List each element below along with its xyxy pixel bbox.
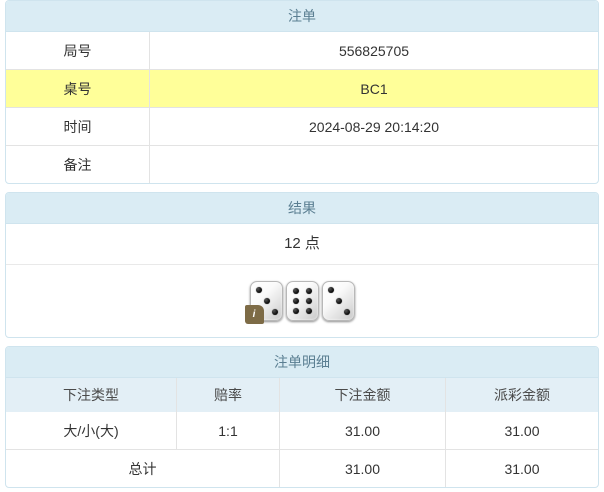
order-row-value — [149, 145, 598, 183]
detail-panel-title: 注单明细 — [6, 347, 598, 378]
detail-panel: 注单明细 下注类型 赔率 下注金额 派彩金额 大/小(大) 1:1 31.00 … — [5, 346, 599, 488]
order-row-label: 局号 — [6, 32, 150, 70]
cell-payout-amount: 31.00 — [445, 412, 598, 450]
order-info-table: 局号 556825705 桌号 BC1 时间 2024-08-29 20:14:… — [6, 32, 598, 183]
die-3 — [321, 281, 355, 321]
column-header-bet-type: 下注类型 — [6, 378, 177, 412]
table-row: 局号 556825705 — [6, 32, 598, 70]
order-panel: 注单 局号 556825705 桌号 BC1 时间 2024-08-29 20:… — [5, 0, 599, 184]
column-header-bet-amount: 下注金额 — [279, 378, 446, 412]
dice-group: i — [6, 265, 598, 337]
cell-odds: 1:1 — [176, 412, 280, 450]
order-row-value: 2024-08-29 20:14:20 — [149, 107, 598, 146]
cell-total-bet-amount: 31.00 — [279, 449, 446, 487]
result-panel-title: 结果 — [6, 193, 598, 224]
table-row: 桌号 BC1 — [6, 69, 598, 108]
cell-bet-amount: 31.00 — [279, 412, 446, 450]
order-row-value: 556825705 — [149, 32, 598, 70]
bet-detail-table: 下注类型 赔率 下注金额 派彩金额 大/小(大) 1:1 31.00 31.00… — [6, 378, 598, 487]
order-row-value: BC1 — [149, 69, 598, 108]
table-row: 时间 2024-08-29 20:14:20 — [6, 107, 598, 146]
table-total-row: 总计 31.00 31.00 — [6, 449, 598, 487]
cell-total-payout-amount: 31.00 — [445, 449, 598, 487]
cell-total-label: 总计 — [6, 449, 280, 487]
order-row-label: 桌号 — [6, 69, 150, 108]
cell-bet-type: 大/小(大) — [6, 412, 177, 450]
info-badge-icon[interactable]: i — [244, 305, 264, 324]
die-1: i — [244, 281, 283, 324]
column-header-odds: 赔率 — [176, 378, 280, 412]
column-header-payout-amount: 派彩金额 — [445, 378, 598, 412]
die-2 — [285, 281, 319, 321]
order-row-label: 备注 — [6, 145, 150, 183]
table-row: 大/小(大) 1:1 31.00 31.00 — [6, 412, 598, 450]
table-row: 备注 — [6, 145, 598, 183]
result-panel: 结果 12 点 i — [5, 192, 599, 338]
order-row-label: 时间 — [6, 107, 150, 146]
order-panel-title: 注单 — [6, 1, 598, 32]
result-total-points: 12 点 — [6, 224, 598, 265]
table-header-row: 下注类型 赔率 下注金额 派彩金额 — [6, 378, 598, 412]
